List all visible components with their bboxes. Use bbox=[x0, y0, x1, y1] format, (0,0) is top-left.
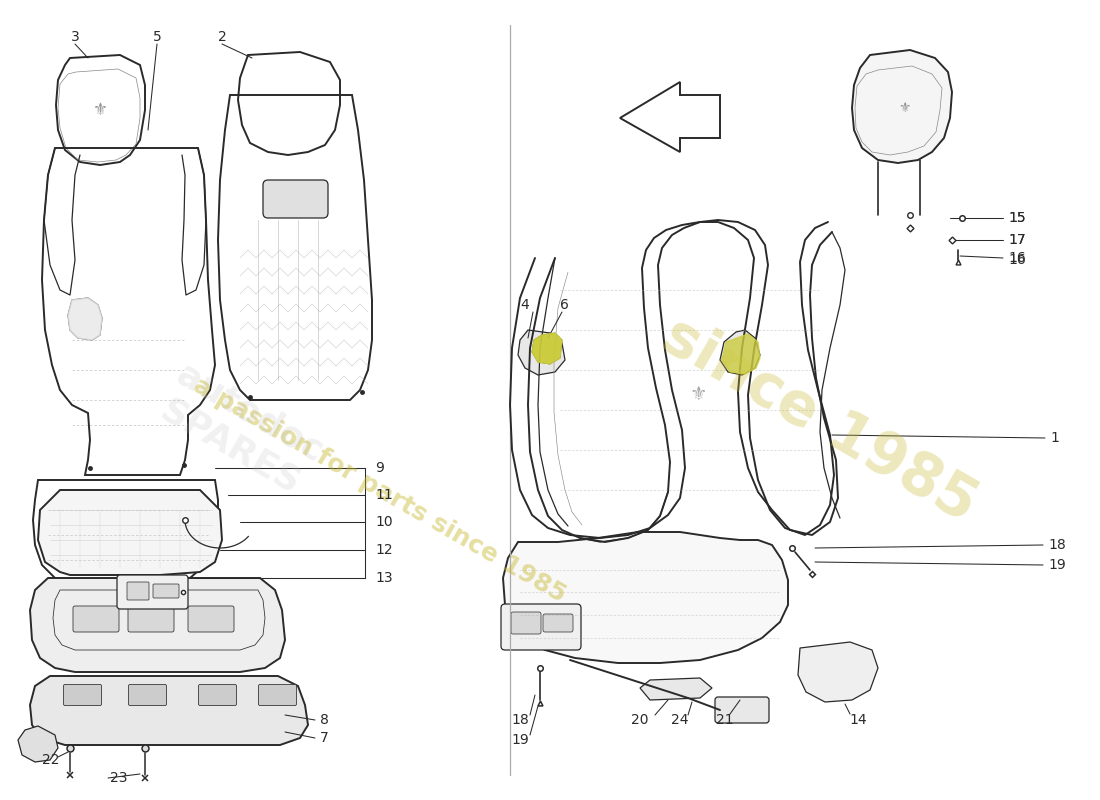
Text: 5: 5 bbox=[153, 30, 162, 44]
Text: 10: 10 bbox=[375, 515, 393, 529]
Text: a passion for parts since 1985: a passion for parts since 1985 bbox=[189, 373, 571, 607]
Text: 2: 2 bbox=[218, 30, 227, 44]
PathPatch shape bbox=[18, 726, 58, 762]
Text: 1: 1 bbox=[1050, 431, 1059, 445]
Text: 13: 13 bbox=[375, 571, 393, 585]
Text: 7: 7 bbox=[320, 731, 329, 745]
FancyBboxPatch shape bbox=[128, 606, 174, 632]
Text: ⚜: ⚜ bbox=[690, 386, 706, 405]
Text: 15: 15 bbox=[1008, 211, 1025, 225]
Text: 4: 4 bbox=[520, 298, 529, 312]
Text: 19: 19 bbox=[1048, 558, 1066, 572]
Text: 18: 18 bbox=[1048, 538, 1066, 552]
Text: 16: 16 bbox=[1008, 251, 1025, 265]
PathPatch shape bbox=[503, 532, 788, 663]
Text: 24: 24 bbox=[671, 713, 689, 727]
PathPatch shape bbox=[39, 490, 222, 575]
PathPatch shape bbox=[518, 330, 565, 375]
Text: 15: 15 bbox=[1008, 211, 1025, 225]
FancyBboxPatch shape bbox=[117, 575, 188, 609]
FancyBboxPatch shape bbox=[512, 612, 541, 634]
Text: 12: 12 bbox=[375, 543, 393, 557]
Polygon shape bbox=[722, 334, 760, 374]
Text: 21: 21 bbox=[716, 713, 734, 727]
FancyBboxPatch shape bbox=[500, 604, 581, 650]
Text: ⚜: ⚜ bbox=[899, 101, 911, 115]
FancyBboxPatch shape bbox=[198, 685, 236, 706]
Text: 17: 17 bbox=[1008, 233, 1025, 247]
Text: 6: 6 bbox=[560, 298, 569, 312]
Text: 16: 16 bbox=[1008, 253, 1025, 267]
Polygon shape bbox=[532, 333, 562, 364]
FancyBboxPatch shape bbox=[543, 614, 573, 632]
Text: 23: 23 bbox=[110, 771, 128, 785]
Polygon shape bbox=[68, 298, 102, 340]
FancyBboxPatch shape bbox=[73, 606, 119, 632]
Text: 3: 3 bbox=[70, 30, 79, 44]
FancyBboxPatch shape bbox=[153, 584, 179, 598]
Text: 19: 19 bbox=[512, 733, 529, 747]
Text: 18: 18 bbox=[512, 713, 529, 727]
FancyBboxPatch shape bbox=[126, 582, 148, 600]
FancyBboxPatch shape bbox=[188, 606, 234, 632]
Text: 11: 11 bbox=[375, 488, 393, 502]
FancyBboxPatch shape bbox=[258, 685, 297, 706]
PathPatch shape bbox=[30, 578, 285, 672]
PathPatch shape bbox=[30, 676, 308, 745]
PathPatch shape bbox=[720, 330, 760, 375]
FancyBboxPatch shape bbox=[129, 685, 166, 706]
FancyBboxPatch shape bbox=[263, 180, 328, 218]
Text: 14: 14 bbox=[849, 713, 867, 727]
Text: 22: 22 bbox=[42, 753, 59, 767]
Text: 20: 20 bbox=[631, 713, 649, 727]
PathPatch shape bbox=[852, 50, 952, 163]
Text: 17: 17 bbox=[1008, 233, 1025, 247]
PathPatch shape bbox=[640, 678, 712, 700]
FancyBboxPatch shape bbox=[64, 685, 101, 706]
Text: 8: 8 bbox=[320, 713, 329, 727]
Text: autodoc
SPARES: autodoc SPARES bbox=[151, 357, 330, 503]
Text: since 1985: since 1985 bbox=[652, 307, 988, 533]
FancyBboxPatch shape bbox=[715, 697, 769, 723]
Text: 9: 9 bbox=[375, 461, 384, 475]
Text: ⚜: ⚜ bbox=[92, 101, 108, 119]
PathPatch shape bbox=[798, 642, 878, 702]
PathPatch shape bbox=[532, 333, 562, 364]
Polygon shape bbox=[620, 82, 721, 152]
